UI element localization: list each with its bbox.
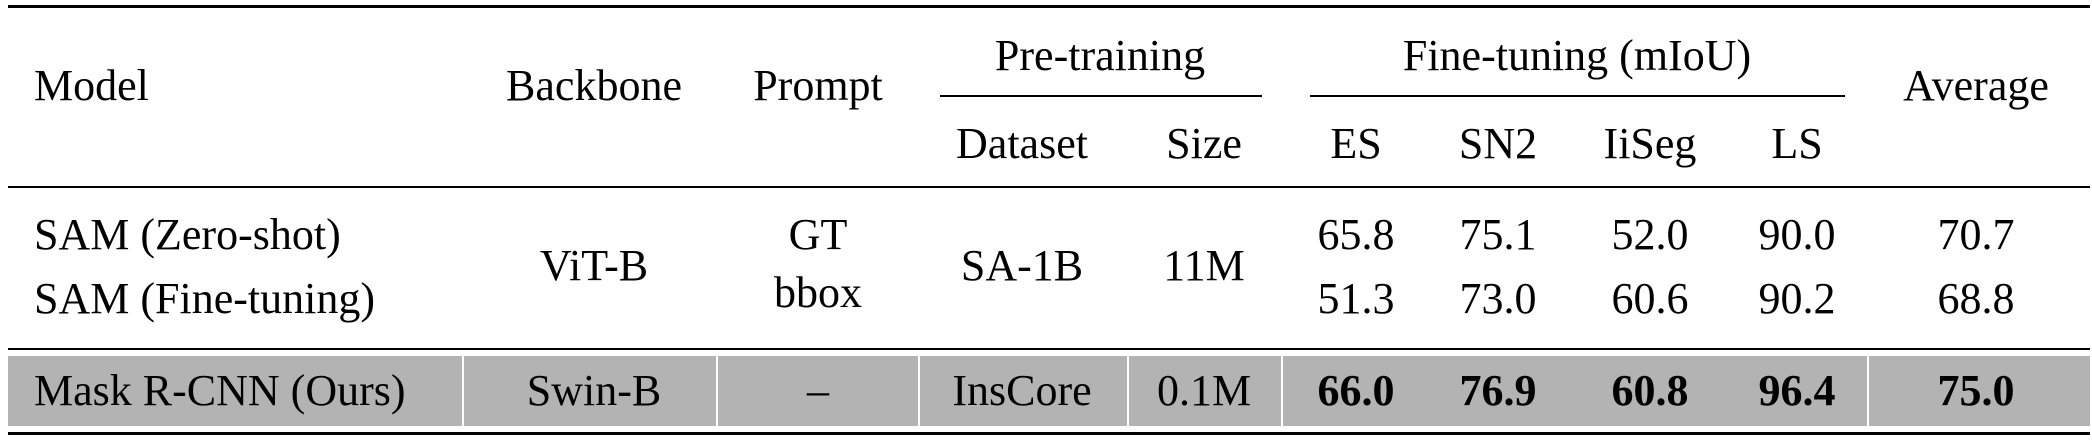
header-pretraining: Pre-training	[994, 31, 1206, 80]
header-ls: LS	[1771, 119, 1823, 168]
prompt-cell: –	[807, 366, 829, 415]
prompt-cell: bbox	[774, 268, 862, 317]
band-separator	[1867, 356, 1869, 426]
header-dataset: Dataset	[956, 119, 1088, 168]
header-es: ES	[1330, 119, 1382, 168]
ls-cell: 90.2	[1758, 274, 1836, 323]
header-sn2: SN2	[1458, 119, 1538, 168]
backbone-cell: Swin-B	[526, 366, 662, 415]
band-separator	[1127, 356, 1129, 426]
dataset-cell: SA-1B	[960, 241, 1084, 290]
header-iiseg: IiSeg	[1603, 119, 1697, 168]
header-finetuning: Fine-tuning (mIoU)	[1402, 31, 1752, 80]
pretraining-underline	[940, 95, 1262, 97]
band-separator	[918, 356, 920, 426]
avg-cell: 75.0	[1937, 366, 2015, 415]
es-cell: 66.0	[1317, 366, 1395, 415]
header-size: Size	[1166, 119, 1242, 168]
ours-row-highlight	[8, 356, 2090, 426]
model-cell: SAM (Zero-shot)	[34, 210, 341, 259]
iiseg-cell: 52.0	[1611, 210, 1689, 259]
group-bottom-rule	[8, 348, 2090, 350]
size-cell: 0.1M	[1156, 366, 1252, 415]
ls-cell: 90.0	[1758, 210, 1836, 259]
avg-cell: 68.8	[1937, 274, 2015, 323]
header-bottom-rule	[8, 186, 2090, 188]
header-average: Average	[1903, 61, 2049, 110]
band-separator	[462, 356, 464, 426]
avg-cell: 70.7	[1937, 210, 2015, 259]
header-backbone: Backbone	[506, 61, 682, 110]
bottom-rule	[8, 432, 2090, 435]
header-prompt: Prompt	[753, 61, 883, 110]
model-cell: Mask R-CNN (Ours)	[34, 366, 406, 415]
size-cell: 11M	[1163, 241, 1245, 290]
dataset-cell: InsCore	[952, 366, 1092, 415]
es-cell: 51.3	[1317, 274, 1395, 323]
backbone-cell: ViT-B	[539, 241, 649, 290]
finetuning-underline	[1310, 95, 1845, 97]
band-separator	[1281, 356, 1283, 426]
iiseg-cell: 60.8	[1611, 366, 1689, 415]
prompt-cell: GT	[788, 210, 848, 259]
es-cell: 65.8	[1317, 210, 1395, 259]
header-model: Model	[34, 61, 149, 110]
model-cell: SAM (Fine-tuning)	[34, 274, 375, 323]
band-separator	[716, 356, 718, 426]
top-rule	[8, 5, 2090, 8]
sn2-cell: 76.9	[1459, 366, 1537, 415]
iiseg-cell: 60.6	[1611, 274, 1689, 323]
sn2-cell: 75.1	[1459, 210, 1537, 259]
ls-cell: 96.4	[1758, 366, 1836, 415]
sn2-cell: 73.0	[1459, 274, 1537, 323]
